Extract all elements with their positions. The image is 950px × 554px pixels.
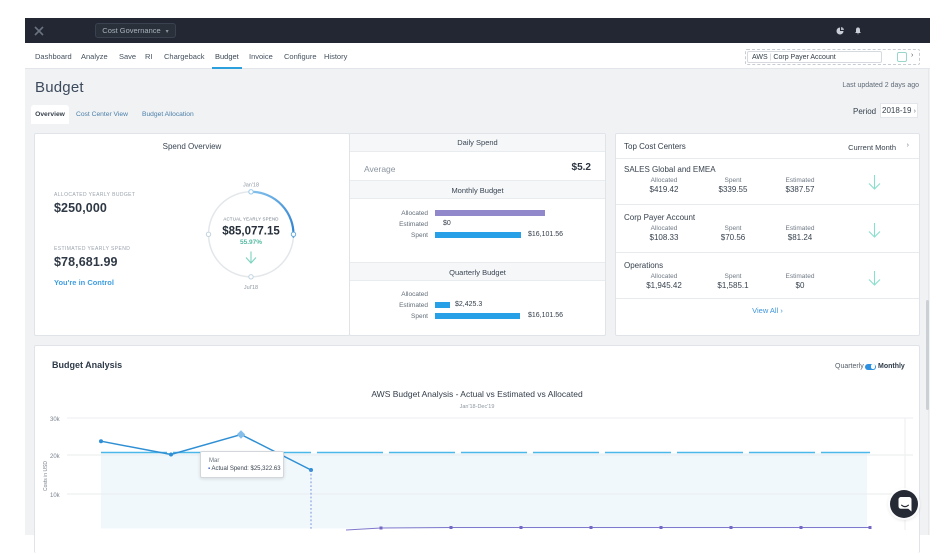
svg-text:$85,077.15: $85,077.15 — [222, 226, 280, 238]
svg-text:10k: 10k — [50, 493, 61, 499]
svg-text:Jul'18: Jul'18 — [244, 285, 258, 291]
svg-text:Costs in USD: Costs in USD — [43, 461, 49, 491]
svg-text:20k: 20k — [50, 454, 61, 460]
svg-text:Jan'18: Jan'18 — [243, 183, 259, 189]
svg-text:ACTUAL YEARLY SPEND: ACTUAL YEARLY SPEND — [223, 217, 278, 222]
svg-text:30k: 30k — [50, 417, 61, 423]
svg-text:55.97%: 55.97% — [240, 239, 262, 246]
